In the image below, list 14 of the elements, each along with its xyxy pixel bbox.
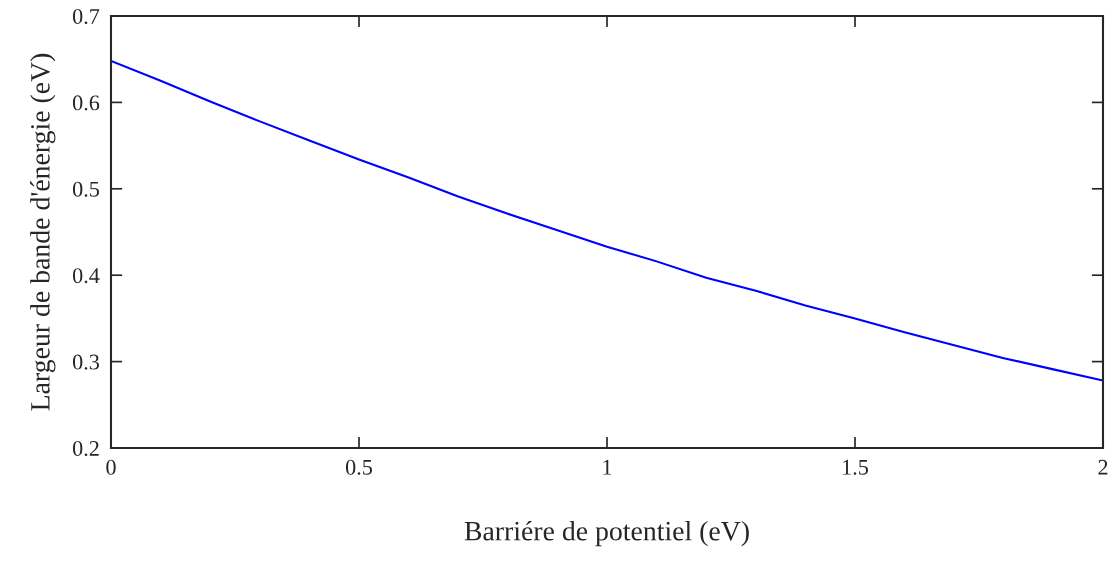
x-tick-label: 1 [603,459,612,475]
x-axis-title: Barriére de potentiel (eV) [464,520,749,547]
y-tick-label: 0.7 [72,8,100,25]
y-tick-label: 0.5 [72,181,100,197]
x-tick-label: 1.5 [843,459,869,475]
y-axis-title: Largeur de bande d'énergie (eV) [30,53,56,411]
x-tick-label: 0.5 [345,459,373,475]
x-tick-label: 2 [1098,459,1108,475]
line-series [111,59,1103,382]
y-tick-label: 0.3 [72,354,100,370]
y-tick-label: 0.2 [72,440,99,457]
y-tick-label: 0.6 [72,95,100,111]
x-tick-label: 0 [106,459,116,475]
y-tick-label: 0.4 [72,268,100,284]
